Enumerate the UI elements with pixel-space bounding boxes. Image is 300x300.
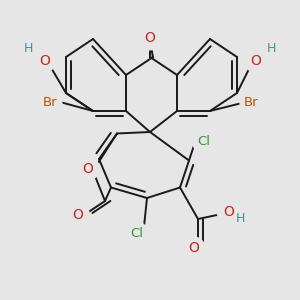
Circle shape (182, 237, 205, 260)
Circle shape (76, 157, 99, 180)
Circle shape (260, 37, 283, 60)
Text: O: O (188, 242, 199, 255)
Text: Br: Br (43, 96, 58, 109)
Circle shape (125, 222, 148, 245)
Text: O: O (145, 32, 155, 45)
Text: H: H (267, 42, 276, 55)
Circle shape (39, 91, 62, 114)
Circle shape (193, 130, 215, 153)
Text: O: O (223, 205, 234, 218)
Text: H: H (236, 212, 246, 225)
Circle shape (67, 204, 89, 227)
Circle shape (217, 200, 240, 223)
Text: Cl: Cl (197, 135, 211, 148)
Text: O: O (39, 54, 50, 68)
Circle shape (33, 49, 56, 72)
Text: O: O (73, 208, 83, 222)
Text: O: O (82, 162, 93, 176)
Circle shape (244, 49, 267, 72)
Circle shape (17, 37, 40, 60)
Text: O: O (250, 54, 261, 68)
Circle shape (230, 207, 252, 230)
Text: Br: Br (244, 96, 259, 109)
Text: H: H (24, 42, 33, 55)
Text: Cl: Cl (130, 227, 143, 240)
Circle shape (240, 91, 263, 114)
Circle shape (139, 27, 161, 50)
